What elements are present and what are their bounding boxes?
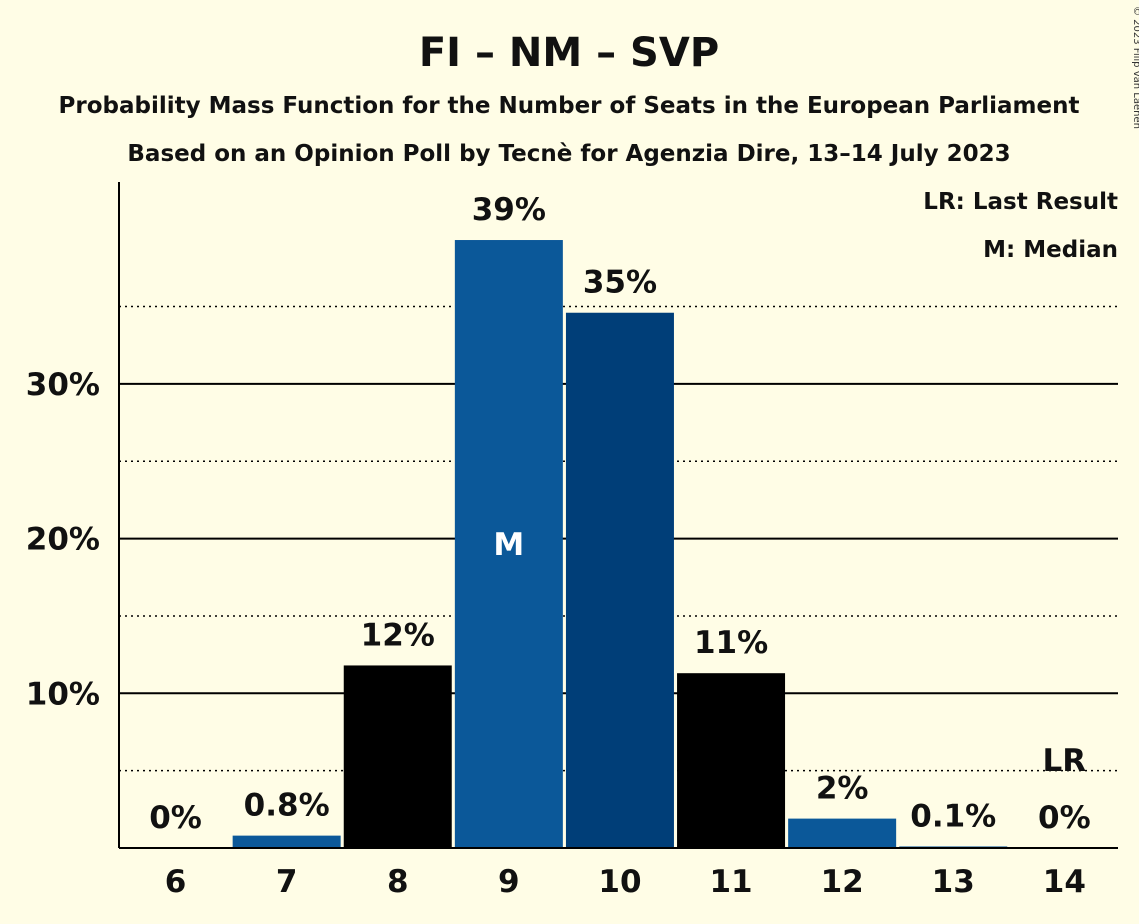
copyright-note: © 2023 Filip van Laenen [1131,6,1139,129]
x-tick-label-6: 6 [165,864,187,900]
data-label-12: 2% [816,771,869,807]
data-label-9: 39% [472,192,546,228]
x-axis-ticks: 6 7 8 9 10 11 12 13 14 [165,864,1086,900]
chart-title: FI – NM – SVP [419,30,719,76]
chart-subtitle-poll: Based on an Opinion Poll by Tecnè for Ag… [127,141,1010,167]
y-tick-label-0: 10% [26,676,100,712]
bar-10 [565,312,674,848]
data-label-14: 0% [1038,800,1091,836]
bar-11 [677,673,786,848]
bar-8 [343,665,452,848]
x-tick-label-11: 11 [709,864,752,900]
y-tick-label-2: 30% [26,367,100,403]
y-tick-label-1: 20% [26,522,100,558]
data-label-13: 0.1% [910,798,996,834]
y-axis-ticks: 10% 20% 30% [26,367,100,712]
legend-last-result: LR: Last Result [923,189,1118,215]
bar-7 [232,835,341,848]
legend-median: M: Median [983,237,1118,263]
bar-12 [788,818,897,848]
data-label-11: 11% [694,625,768,661]
x-tick-label-12: 12 [821,864,864,900]
data-label-8: 12% [361,617,435,653]
chart-subtitle: Probability Mass Function for the Number… [59,93,1080,119]
x-tick-label-10: 10 [598,864,641,900]
x-tick-label-14: 14 [1043,864,1086,900]
x-tick-label-8: 8 [387,864,409,900]
data-label-10: 35% [583,265,657,301]
data-label-6: 0% [149,800,202,836]
x-tick-label-9: 9 [498,864,520,900]
bar-9 [454,240,563,849]
last-result-marker: LR [1043,743,1087,779]
bars [232,240,1008,849]
data-label-7: 0.8% [244,788,330,824]
data-labels: 0% 0.8% 12% 39% 35% 11% 2% 0.1% 0% M LR [149,192,1090,836]
median-marker: M [493,527,524,563]
x-tick-label-13: 13 [932,864,975,900]
x-tick-label-7: 7 [276,864,298,900]
